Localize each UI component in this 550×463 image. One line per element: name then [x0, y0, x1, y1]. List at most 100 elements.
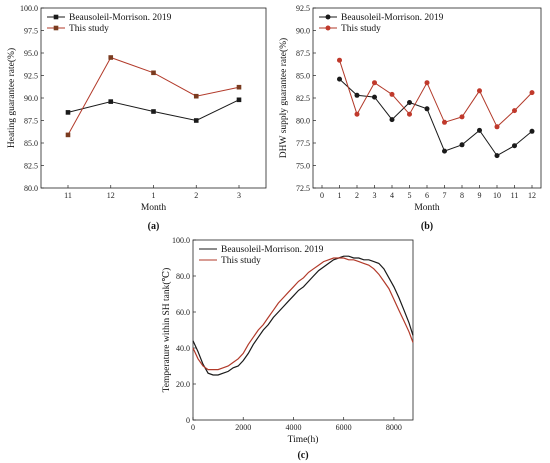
y-axis-label: Heating guarantee rate(%) — [6, 48, 17, 148]
y-tick-label: 87.5 — [296, 49, 310, 58]
x-tick-label: 2000 — [235, 423, 251, 432]
y-tick-label: 92.5 — [24, 71, 38, 80]
data-point-marker — [337, 76, 342, 82]
data-point-marker — [407, 100, 412, 105]
y-tick-label: 0 — [186, 416, 190, 425]
data-point-marker — [236, 84, 242, 90]
data-point-marker — [108, 55, 114, 60]
data-point-marker — [151, 70, 156, 76]
legend-marker — [53, 25, 59, 31]
data-point-marker — [65, 110, 71, 115]
y-tick-label: 82.5 — [24, 161, 38, 170]
x-axis-label: Month — [414, 203, 440, 213]
y-axis-label: DHW supply guarantee rate(%) — [278, 38, 289, 158]
x-tick-label: 1 — [152, 191, 156, 200]
data-point-marker — [494, 153, 500, 159]
y-tick-label: 75.0 — [296, 161, 310, 170]
x-tick-label: 10 — [493, 191, 501, 200]
x-tick-label: 1 — [338, 191, 342, 200]
chart-panel-b: 72.575.077.580.082.585.087.590.092.50 1 2 3… — [278, 4, 542, 232]
y-tick-label: 77.5 — [296, 139, 310, 148]
panel-label: (a) — [148, 221, 160, 232]
x-tick-label: 0 — [191, 423, 195, 432]
data-point-marker — [424, 80, 430, 86]
data-point-marker — [193, 93, 199, 99]
x-axis-label: Month — [141, 203, 167, 213]
y-tick-label: 90.0 — [296, 26, 310, 35]
data-point-marker — [442, 148, 447, 154]
legend-entry: This study — [221, 256, 261, 266]
x-tick-label: 2 — [194, 191, 198, 200]
data-point-marker — [477, 88, 482, 94]
chart-panel-c: 0 20.0 40.0 60.0 80.0 100.0 0 2000 4000 6000 8000 T… — [161, 236, 414, 461]
x-tick-label: 2 — [355, 191, 359, 200]
legend-entry: Beausoleil-Morrison. 2019 — [341, 13, 444, 23]
x-tick-label: 9 — [478, 191, 482, 200]
data-point-marker — [372, 94, 377, 100]
legend-entry: Beausoleil-Morrison. 2019 — [221, 245, 324, 255]
x-tick-label: 4 — [390, 191, 394, 200]
data-point-marker — [65, 132, 71, 138]
data-point-marker — [424, 106, 430, 112]
data-point-marker — [354, 92, 360, 98]
y-tick-label: 40.0 — [176, 344, 190, 353]
y-tick-label: 20.0 — [176, 380, 190, 389]
legend-marker — [325, 25, 331, 31]
data-point-marker — [442, 119, 447, 125]
y-tick-label: 72.5 — [296, 184, 310, 193]
legend-marker — [325, 14, 331, 20]
plot-frame — [192, 239, 414, 421]
x-tick-label: 12 — [528, 191, 536, 200]
x-tick-label: 6 — [425, 191, 429, 200]
x-tick-label: 8 — [460, 191, 464, 200]
y-tick-label: 85.0 — [24, 139, 38, 148]
y-tick-label: 82.5 — [296, 94, 310, 103]
data-point-marker — [407, 111, 412, 117]
x-tick-label: 11 — [511, 191, 519, 200]
x-tick-label: 7 — [443, 191, 447, 200]
y-tick-label: 80.0 — [296, 116, 310, 125]
series-line-reference — [192, 255, 414, 376]
y-tick-label: 100.0 — [20, 4, 38, 13]
y-axis-label: Temperature within SH tank(℃) — [161, 268, 172, 393]
y-tick-label: 85.0 — [296, 71, 310, 80]
data-point-marker — [512, 108, 517, 114]
y-tick-label: 60.0 — [176, 308, 190, 317]
y-tick-label: 87.5 — [24, 116, 38, 125]
x-tick-label: 11 — [64, 191, 72, 200]
panel-label: (c) — [297, 450, 308, 461]
y-tick-label: 92.5 — [296, 4, 310, 13]
y-tick-label: 80.0 — [176, 272, 190, 281]
data-point-marker — [512, 143, 517, 149]
x-tick-label: 6000 — [336, 423, 352, 432]
data-point-marker — [494, 124, 500, 130]
data-point-marker — [193, 118, 199, 123]
x-tick-label: 3 — [237, 191, 241, 200]
data-point-marker — [108, 99, 114, 104]
legend-entry: Beausoleil-Morrison. 2019 — [69, 13, 172, 23]
x-tick-label: 12 — [107, 191, 115, 200]
data-point-marker — [389, 117, 395, 123]
data-point-marker — [529, 90, 535, 96]
plot-frame — [40, 7, 267, 189]
y-tick-label: 90.0 — [24, 94, 38, 103]
y-tick-label: 97.5 — [24, 26, 38, 35]
plot-frame — [312, 7, 542, 189]
data-point-marker — [477, 127, 482, 133]
legend-entry: This study — [341, 24, 381, 34]
data-point-marker — [529, 128, 535, 134]
x-tick-label: 0 — [320, 191, 324, 200]
series-line-this-study — [67, 56, 240, 136]
data-point-marker — [389, 91, 395, 97]
legend-marker — [53, 14, 59, 20]
y-tick-label: 80.0 — [24, 184, 38, 193]
data-point-marker — [459, 142, 465, 148]
series-line-reference — [339, 78, 533, 157]
legend-entry: This study — [69, 24, 109, 34]
data-point-marker — [337, 57, 342, 63]
panel-label: (b) — [421, 221, 433, 232]
x-axis-label: Time(h) — [288, 434, 319, 445]
y-tick-label: 100.0 — [172, 236, 190, 245]
